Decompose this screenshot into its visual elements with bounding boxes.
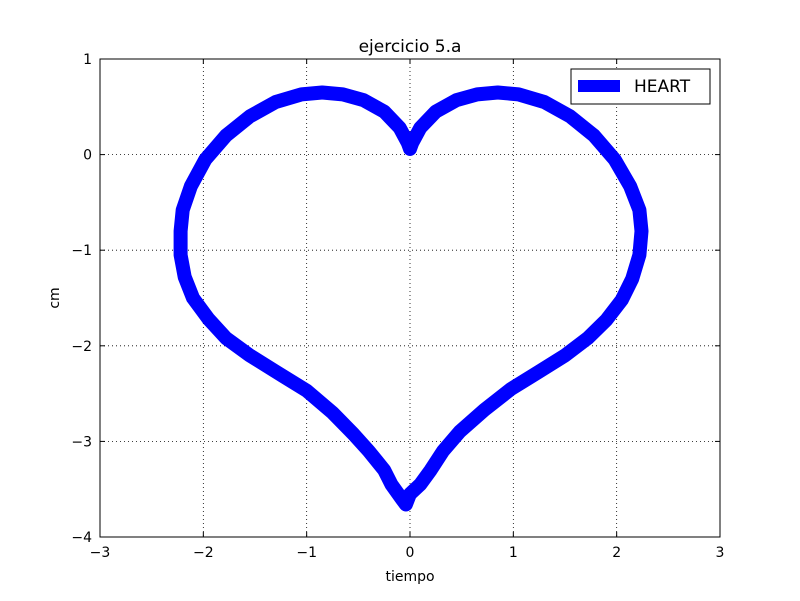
- series-line-heart: [173, 85, 649, 512]
- x-tick-label: −1: [296, 545, 317, 561]
- x-tick-label: −3: [90, 545, 111, 561]
- y-tick-label: −2: [71, 339, 92, 355]
- chart-title: ejercicio 5.a: [359, 37, 462, 57]
- x-tick-label: 3: [716, 545, 725, 561]
- y-tick-label: −1: [71, 243, 92, 259]
- y-tick-label: −3: [71, 434, 92, 450]
- x-tick-label: 1: [509, 545, 518, 561]
- y-axis-label: cm: [47, 287, 63, 308]
- x-axis-label: tiempo: [385, 569, 434, 585]
- x-tick-label: 0: [406, 545, 415, 561]
- legend: HEART: [570, 68, 711, 105]
- legend-label-heart: HEART: [634, 77, 691, 97]
- y-tick-label: −4: [71, 530, 92, 546]
- y-tick-label: 1: [83, 52, 92, 68]
- y-tick-label: 0: [83, 148, 92, 164]
- x-tick-label: 2: [612, 545, 621, 561]
- ticks-layer: −3 −2 −1 0 1 2 3−4−3−2−101: [71, 52, 724, 561]
- x-tick-label: −2: [193, 545, 214, 561]
- series-layer: [173, 85, 649, 512]
